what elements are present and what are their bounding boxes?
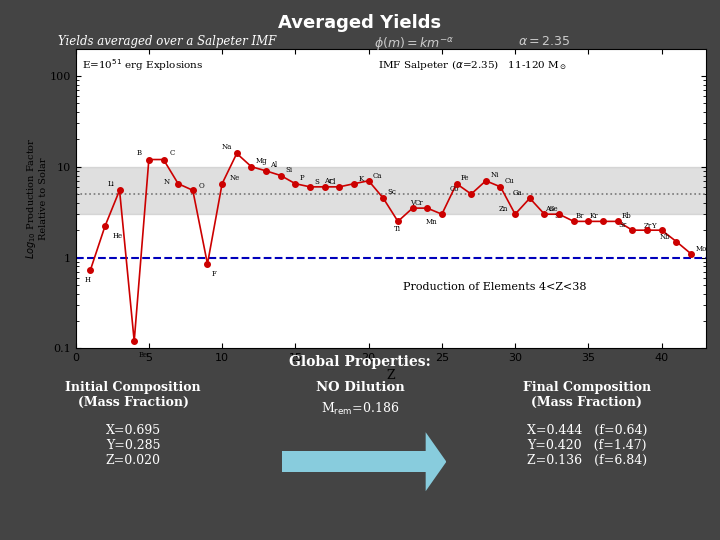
Text: Fe: Fe (461, 174, 469, 182)
Text: M$_{\rm rem}$=0.186: M$_{\rm rem}$=0.186 (321, 401, 399, 417)
Text: Be: Be (138, 351, 148, 359)
Text: O: O (199, 182, 204, 190)
Text: Se: Se (554, 212, 564, 220)
Text: F: F (212, 269, 217, 278)
Text: H: H (84, 276, 90, 284)
Text: Production of Elements 4<Z<38: Production of Elements 4<Z<38 (403, 282, 587, 292)
Text: Ni: Ni (490, 171, 499, 179)
Text: Cr: Cr (414, 199, 423, 207)
Text: Na: Na (222, 143, 233, 151)
Text: $\phi(m) = km^{-\alpha}$: $\phi(m) = km^{-\alpha}$ (374, 35, 455, 52)
Text: Kr: Kr (590, 212, 598, 220)
Text: Sr: Sr (618, 221, 626, 228)
Text: Co: Co (450, 185, 459, 193)
Text: NO Dilution: NO Dilution (315, 381, 405, 394)
Text: P: P (300, 174, 305, 182)
Text: Averaged Yields: Averaged Yields (279, 14, 441, 31)
Text: IMF Salpeter ($\alpha$=2.35)   11-120 M$_\odot$: IMF Salpeter ($\alpha$=2.35) 11-120 M$_\… (378, 58, 567, 72)
Text: Cl: Cl (329, 178, 336, 186)
Text: Ar: Ar (323, 177, 332, 185)
Text: K: K (359, 176, 364, 183)
Text: Al: Al (271, 161, 278, 170)
Text: N: N (163, 178, 170, 186)
Text: Mo: Mo (696, 245, 707, 253)
Text: E=10$^{51}$ erg Explosions: E=10$^{51}$ erg Explosions (82, 58, 204, 73)
Text: As: As (545, 205, 553, 213)
Text: Cu: Cu (505, 177, 515, 185)
Text: Zn: Zn (498, 205, 508, 213)
Text: Global Properties:: Global Properties: (289, 355, 431, 369)
Text: Yields averaged over a Salpeter IMF: Yields averaged over a Salpeter IMF (58, 35, 276, 48)
Text: Ge: Ge (549, 205, 559, 213)
Text: X=0.695
Y=0.285
Z=0.020: X=0.695 Y=0.285 Z=0.020 (106, 424, 161, 467)
Bar (76, 167, 706, 214)
Text: Y: Y (652, 222, 656, 230)
Text: $\alpha = 2.35$: $\alpha = 2.35$ (518, 35, 571, 48)
Text: Ti: Ti (395, 225, 402, 233)
Text: He: He (112, 232, 122, 240)
Text: Ca: Ca (373, 172, 382, 180)
Text: Final Composition
(Mass Fraction): Final Composition (Mass Fraction) (523, 381, 651, 409)
Text: Ga: Ga (513, 188, 523, 197)
Polygon shape (426, 432, 446, 491)
Text: Br: Br (575, 212, 584, 220)
Text: Ne: Ne (230, 174, 240, 182)
Text: S: S (315, 178, 319, 186)
Text: Initial Composition
(Mass Fraction): Initial Composition (Mass Fraction) (66, 381, 201, 409)
Text: Nb: Nb (660, 233, 670, 241)
Text: Si: Si (285, 166, 292, 174)
Text: Rb: Rb (622, 212, 632, 220)
X-axis label: Z: Z (387, 369, 395, 382)
Text: Sc: Sc (387, 188, 397, 195)
Text: Mg: Mg (256, 157, 267, 165)
Polygon shape (282, 451, 426, 472)
Text: C: C (169, 149, 175, 157)
Text: B: B (137, 149, 142, 157)
Text: Mn: Mn (426, 218, 438, 226)
Text: V: V (410, 199, 415, 207)
Y-axis label: $Log_{10}$ Production Factor
Relative to Solar: $Log_{10}$ Production Factor Relative to… (24, 138, 48, 259)
Text: X=0.444   (f=0.64)
Y=0.420   (f=1.47)
Z=0.136   (f=6.84): X=0.444 (f=0.64) Y=0.420 (f=1.47) Z=0.13… (526, 424, 647, 467)
Text: Li: Li (108, 180, 114, 188)
Text: Zr: Zr (643, 222, 652, 230)
